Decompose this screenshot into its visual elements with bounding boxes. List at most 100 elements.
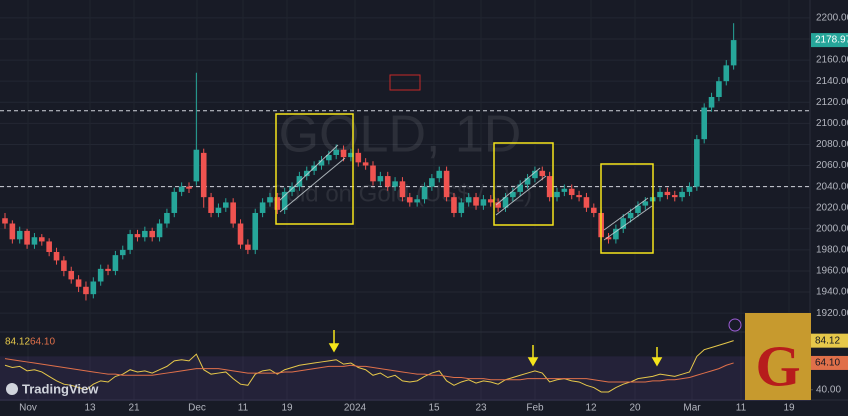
rsi-legend-value: 64.10 bbox=[30, 337, 55, 348]
candle-body bbox=[24, 230, 30, 245]
highlight-box bbox=[493, 142, 554, 226]
candle-body bbox=[142, 230, 148, 238]
channel-line bbox=[279, 144, 339, 201]
candle-body bbox=[326, 154, 332, 161]
x-tick-label: Feb bbox=[526, 403, 544, 414]
candle-body bbox=[429, 178, 435, 187]
candle-body bbox=[458, 202, 465, 213]
rsi-arrows bbox=[328, 330, 663, 367]
candle-body bbox=[245, 244, 251, 250]
y-tick-label: 2200.00 bbox=[816, 13, 848, 24]
candle-body bbox=[384, 176, 391, 187]
candle-body bbox=[164, 212, 170, 224]
candle-body bbox=[156, 223, 163, 238]
candle-body bbox=[480, 199, 487, 206]
candle-body bbox=[524, 178, 531, 185]
x-tick-label: Dec bbox=[188, 403, 206, 414]
candle-body bbox=[605, 237, 612, 240]
x-tick-label: 13 bbox=[84, 403, 96, 414]
marks bbox=[0, 23, 810, 401]
candle-body bbox=[635, 205, 641, 213]
candle-body bbox=[267, 197, 273, 203]
candle-body bbox=[83, 286, 89, 295]
channel-line bbox=[495, 167, 541, 206]
brand-name: TradingView bbox=[22, 381, 99, 396]
candle-body bbox=[407, 197, 413, 203]
candle-body bbox=[215, 207, 222, 213]
candle-body bbox=[421, 186, 428, 200]
candle-body bbox=[119, 249, 126, 256]
candle-body bbox=[436, 170, 443, 179]
candle-body bbox=[208, 197, 214, 213]
last-price-box bbox=[811, 33, 848, 48]
candle-body bbox=[16, 230, 23, 240]
y-tick-label: 2060.00 bbox=[816, 160, 848, 171]
candle-body bbox=[627, 212, 634, 219]
candle-body bbox=[451, 197, 457, 213]
candle-body bbox=[730, 40, 737, 66]
candle-body bbox=[318, 160, 325, 166]
y-tick-label: 2120.00 bbox=[816, 97, 848, 108]
candle-body bbox=[708, 96, 715, 108]
candle-body bbox=[487, 199, 494, 203]
logo-letter: G bbox=[755, 333, 800, 398]
candle-body bbox=[97, 268, 104, 282]
candle-body bbox=[90, 281, 97, 295]
candle-body bbox=[340, 149, 347, 158]
candle-body bbox=[591, 207, 597, 213]
x-tick-label: 21 bbox=[128, 403, 140, 414]
candle-body bbox=[362, 162, 369, 166]
x-tick-label: 11 bbox=[736, 403, 747, 414]
y-tick-label: 2080.00 bbox=[816, 139, 848, 150]
x-tick-label: 15 bbox=[428, 403, 440, 414]
candle-body bbox=[274, 197, 281, 210]
candle-body bbox=[200, 152, 207, 198]
logo-box bbox=[745, 313, 811, 400]
highlight-box bbox=[600, 163, 654, 254]
rsi-tick-label: 40.00 bbox=[816, 384, 841, 395]
candle-body bbox=[443, 170, 450, 198]
candle-body bbox=[333, 149, 339, 155]
x-tick-label: 19 bbox=[783, 403, 795, 414]
candle-body bbox=[465, 197, 472, 203]
annotations bbox=[275, 113, 654, 254]
y-tick-label: 2040.00 bbox=[816, 181, 848, 192]
rsi-last-box bbox=[811, 355, 848, 370]
candle-body bbox=[281, 191, 288, 210]
x-tick-label: Mar bbox=[683, 403, 701, 414]
channel-line bbox=[603, 197, 649, 231]
y-tick-label: 1920.00 bbox=[816, 308, 848, 319]
x-tick-label: 11 bbox=[238, 403, 249, 414]
candle-body bbox=[613, 228, 619, 240]
x-tick-label: 12 bbox=[585, 403, 597, 414]
candle-body bbox=[39, 237, 45, 242]
alert-icon[interactable] bbox=[728, 318, 742, 332]
candle-body bbox=[723, 65, 730, 82]
candle-body bbox=[223, 202, 229, 208]
y-tick-label: 1960.00 bbox=[816, 266, 848, 277]
rsi-legend-value: 84.12 bbox=[5, 337, 30, 348]
candle-body bbox=[2, 218, 8, 224]
watermark-title: GOLD, 1D bbox=[279, 106, 522, 164]
candle-body bbox=[355, 152, 362, 163]
x-tick-label: 19 bbox=[281, 403, 293, 414]
x-tick-label: Nov bbox=[19, 403, 37, 414]
candle-body bbox=[193, 149, 200, 182]
candle-body bbox=[392, 181, 398, 187]
candle-body bbox=[473, 197, 479, 206]
candle-body bbox=[546, 176, 553, 198]
candle-body bbox=[171, 191, 178, 213]
x-tick-label: 23 bbox=[475, 403, 487, 414]
candle-body bbox=[686, 186, 693, 192]
candle-body bbox=[539, 170, 546, 177]
rsi-line bbox=[4, 358, 734, 383]
y-tick-label: 2140.00 bbox=[816, 76, 848, 87]
x-tick-label: 2024 bbox=[344, 403, 367, 414]
candle-body bbox=[657, 191, 663, 198]
grid bbox=[0, 17, 813, 391]
candle-body bbox=[561, 188, 568, 192]
x-tick-label: 20 bbox=[629, 403, 641, 414]
candle-body bbox=[377, 176, 384, 182]
candle-body bbox=[178, 186, 185, 192]
